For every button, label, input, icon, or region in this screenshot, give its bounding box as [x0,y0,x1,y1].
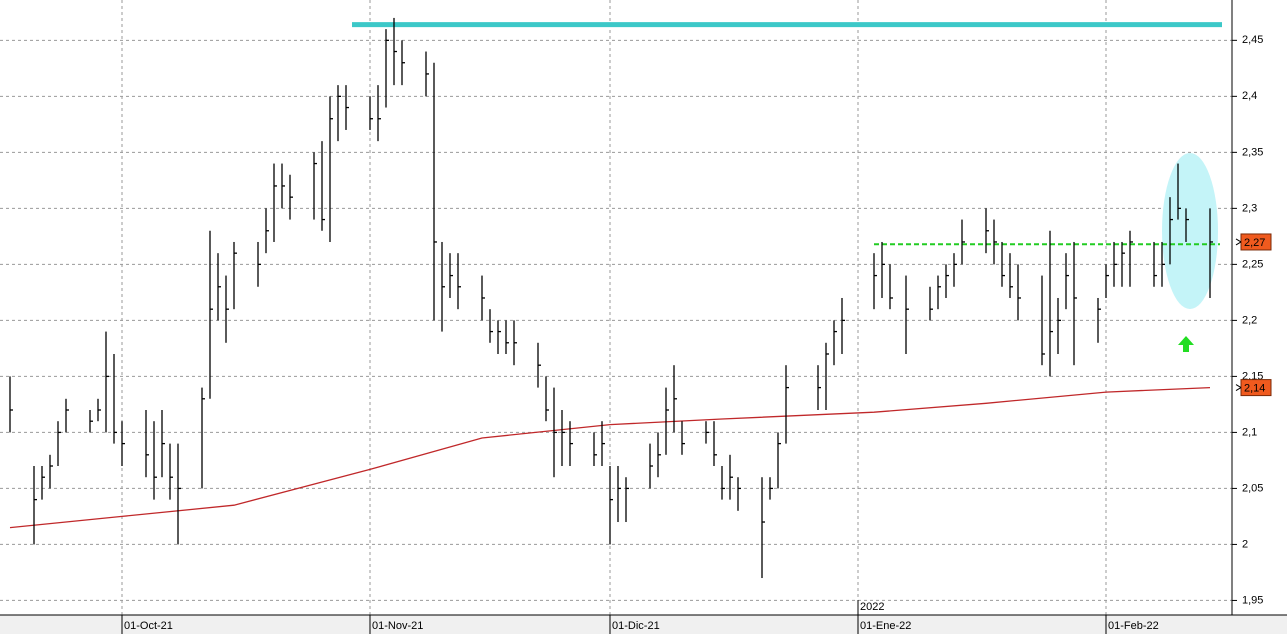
x-tick-label: 01-Oct-21 [124,620,173,632]
x-axis-strip [0,615,1287,634]
moving-average [9,386,1211,529]
price-pointer [1235,384,1242,392]
y-tick-label: 2,05 [1242,482,1263,494]
y-tick-label: 2,45 [1242,34,1263,46]
y-tick-label: 2,25 [1242,258,1263,270]
y-tick-label: 2 [1242,538,1248,550]
price-label: 2,27 [1244,237,1265,249]
y-tick-label: 2,4 [1242,90,1257,102]
grid [0,0,1237,634]
y-tick-label: 1,95 [1242,594,1263,606]
y-tick-label: 2,3 [1242,202,1257,214]
price-label: 2,14 [1244,383,1265,395]
price-pointer [1235,238,1242,246]
y-tick-label: 2,35 [1242,146,1263,158]
up-arrow [1178,336,1194,352]
y-tick-label: 2,2 [1242,314,1257,326]
x-tick-label: 01-Ene-22 [860,620,911,632]
highlight-ellipse [1162,153,1218,309]
x-tick-label: 01-Feb-22 [1108,620,1159,632]
y-tick-label: 2,1 [1242,426,1257,438]
labels: 1,9522,052,12,152,22,252,32,352,42,4501-… [124,34,1272,632]
marks [9,17,1222,579]
x-tick-label: 01-Nov-21 [372,620,423,632]
year-label: 2022 [860,601,884,613]
x-tick-label: 01-Dic-21 [612,620,660,632]
